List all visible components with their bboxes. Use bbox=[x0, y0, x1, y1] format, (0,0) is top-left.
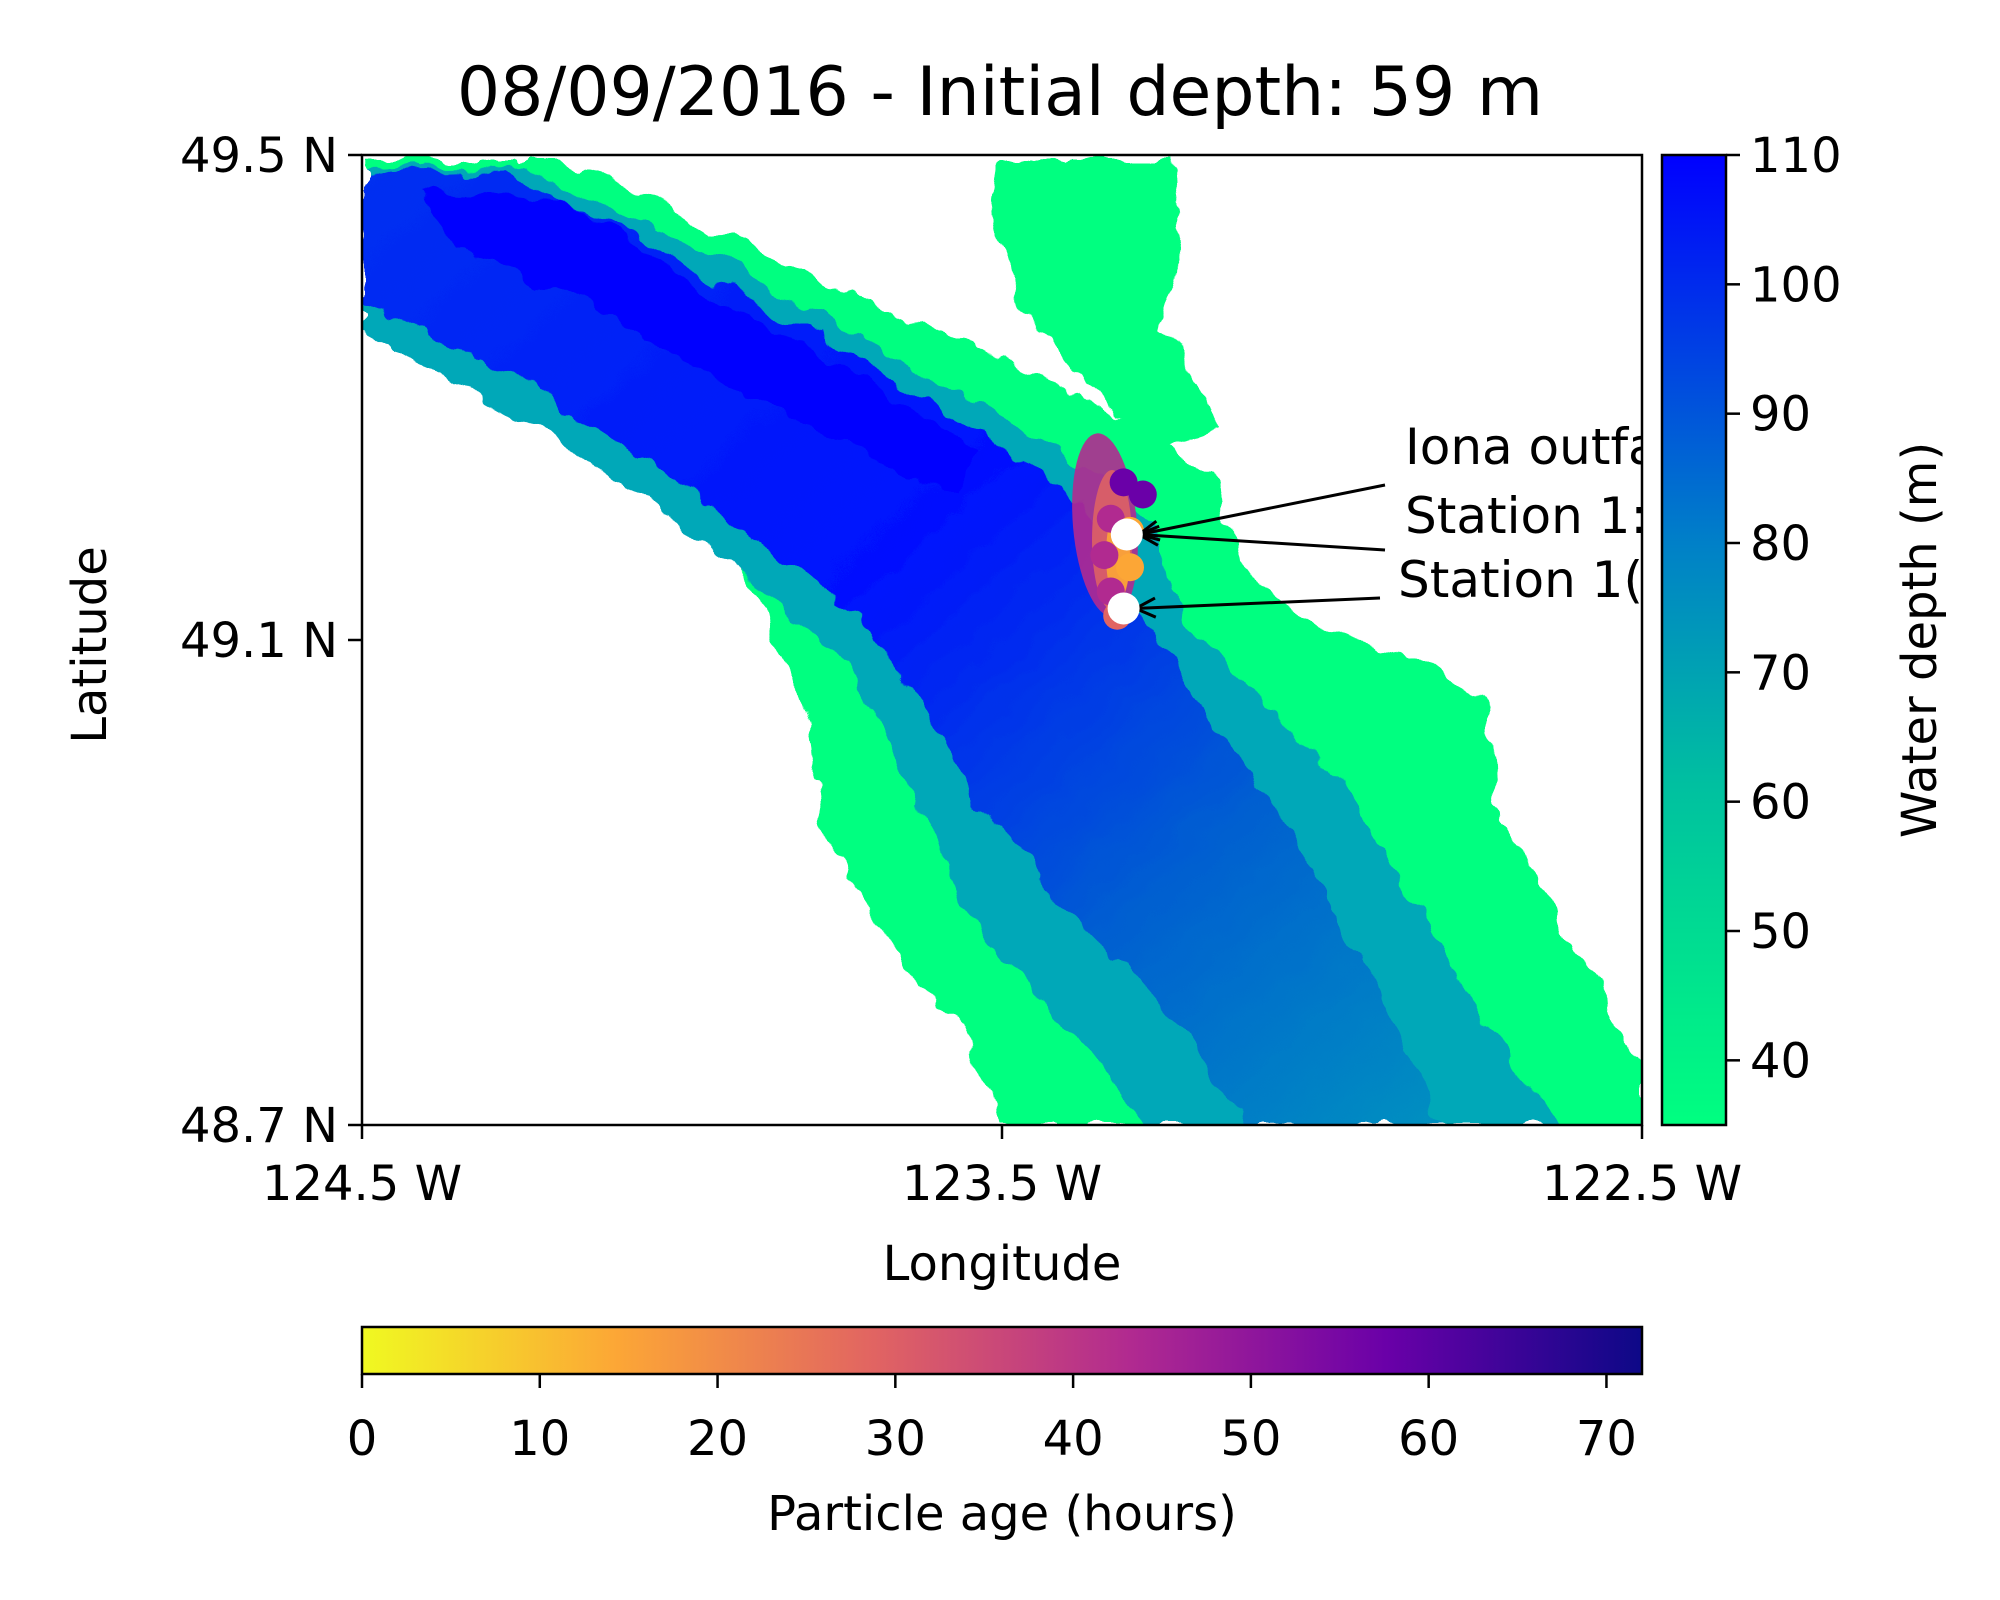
depth-colorbar-ticks: 40 50 60 70 80 90 100 110 bbox=[1726, 128, 1842, 1089]
annotation-arrow-line bbox=[1138, 483, 1386, 536]
particle-point bbox=[1116, 553, 1144, 582]
depth-tick-label: 90 bbox=[1750, 387, 1811, 443]
y-tick-label: 49.5 N bbox=[180, 128, 338, 184]
map-panel: Iona outfa Station 1: Station 1( 124.5 W… bbox=[62, 128, 1742, 1292]
depth-tick-label: 50 bbox=[1750, 904, 1811, 960]
x-tick-label: 123.5 W bbox=[902, 1156, 1102, 1212]
x-tick-label: 124.5 W bbox=[262, 1156, 462, 1212]
depth-tick-label: 80 bbox=[1750, 516, 1811, 572]
age-tick-label: 10 bbox=[509, 1411, 570, 1467]
depth-colorbar: 40 50 60 70 80 90 100 110 Water depth (m) bbox=[1660, 128, 1948, 1127]
age-colorbar-gradient bbox=[360, 1325, 1644, 1376]
deepest-core bbox=[420, 190, 980, 500]
annotation-arrow-line bbox=[1138, 533, 1386, 552]
depth-colorbar-label: Water depth (m) bbox=[1892, 442, 1948, 838]
depth-tick-label: 100 bbox=[1750, 257, 1842, 313]
age-tick-label: 20 bbox=[687, 1411, 748, 1467]
depth-tick-label: 40 bbox=[1750, 1033, 1811, 1089]
age-tick-label: 50 bbox=[1220, 1411, 1281, 1467]
y-axis-ticks: 49.5 N 49.1 N 48.7 N bbox=[180, 128, 362, 1154]
annotation-arrow-line bbox=[1135, 596, 1381, 610]
depth-colorbar-gradient bbox=[1660, 153, 1728, 1127]
particle-point bbox=[1090, 541, 1119, 570]
age-tick-label: 0 bbox=[347, 1411, 378, 1467]
depth-tick-label: 110 bbox=[1750, 128, 1842, 184]
y-tick-label: 48.7 N bbox=[180, 1098, 338, 1154]
x-axis-label: Longitude bbox=[883, 1236, 1122, 1292]
age-tick-label: 70 bbox=[1576, 1411, 1637, 1467]
annotation-label-station-a: Station 1: bbox=[1405, 487, 1647, 545]
particle-point bbox=[1128, 480, 1157, 509]
deep-channel bbox=[362, 170, 1440, 1125]
age-colorbar-ticks: 0 10 20 30 40 50 60 70 bbox=[347, 1374, 1637, 1467]
station-marker bbox=[1107, 592, 1140, 625]
depth-tick-label: 60 bbox=[1750, 775, 1811, 831]
age-colorbar-label: Particle age (hours) bbox=[767, 1486, 1237, 1542]
x-axis-ticks: 124.5 W 123.5 W 122.5 W bbox=[262, 1125, 1742, 1212]
y-tick-label: 49.1 N bbox=[180, 613, 338, 669]
station-marker bbox=[1110, 518, 1143, 551]
annotation-label-iona: Iona outfa bbox=[1405, 418, 1659, 476]
age-tick-label: 60 bbox=[1398, 1411, 1459, 1467]
bathymetry-layer: Iona outfa Station 1: Station 1( bbox=[362, 160, 1659, 1125]
age-tick-label: 40 bbox=[1043, 1411, 1104, 1467]
age-tick-label: 30 bbox=[865, 1411, 926, 1467]
station-markers bbox=[1107, 518, 1143, 625]
x-tick-label: 122.5 W bbox=[1542, 1156, 1742, 1212]
age-colorbar: 0 10 20 30 40 50 60 70 Particle age (hours) bbox=[347, 1325, 1644, 1542]
chart-title: 08/09/2016 - Initial depth: 59 m bbox=[457, 53, 1543, 132]
annotation-label-station-b: Station 1( bbox=[1398, 551, 1643, 609]
depth-tick-label: 70 bbox=[1750, 645, 1811, 701]
y-axis-label: Latitude bbox=[62, 546, 118, 744]
shallow-water-east bbox=[990, 160, 1220, 450]
